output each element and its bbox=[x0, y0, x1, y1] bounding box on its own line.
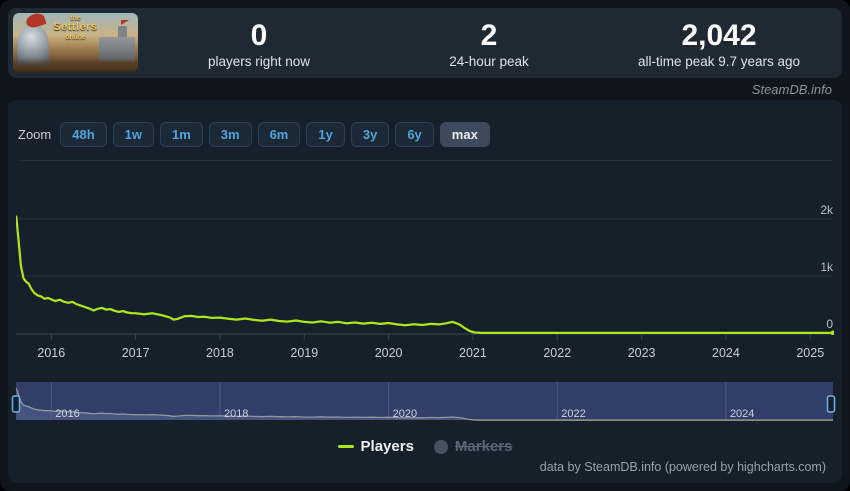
navigator-left-handle[interactable] bbox=[11, 395, 21, 413]
alltime-peak-value: 2,042 bbox=[681, 19, 757, 52]
range-navigator[interactable]: 2016 2018 2020 2022 2024 bbox=[11, 382, 836, 421]
navigator-label-2016: 2016 bbox=[55, 408, 79, 420]
players-line-series bbox=[16, 215, 834, 335]
y-label-2k: 2k bbox=[820, 203, 834, 217]
zoom-range-1w[interactable]: 1w bbox=[112, 121, 154, 147]
ground-art bbox=[13, 58, 138, 72]
zoom-range-3m[interactable]: 3m bbox=[208, 121, 252, 147]
stat-24h-peak: 2 24-hour peak bbox=[374, 8, 604, 78]
x-label-2019: 2019 bbox=[290, 346, 318, 360]
header-stats-card: the Settlers online 0 players right now … bbox=[8, 8, 842, 78]
chart-panel: Zoom 48h 1w 1m 3m 6m 1y 3y 6y max 2016 20… bbox=[8, 100, 842, 483]
x-label-2025: 2025 bbox=[796, 346, 824, 360]
main-gridlines bbox=[16, 218, 833, 277]
x-label-2023: 2023 bbox=[628, 346, 656, 360]
alltime-peak-label: all-time peak 9.7 years ago bbox=[637, 54, 801, 69]
capsule-title-line2: Settlers bbox=[53, 21, 98, 34]
markers-circle-swatch bbox=[433, 439, 448, 454]
legend-item-markers[interactable]: Markers bbox=[433, 438, 513, 455]
toolbar-divider bbox=[18, 160, 832, 161]
zoom-range-max[interactable]: max bbox=[439, 121, 490, 147]
legend-markers-label: Markers bbox=[454, 438, 513, 455]
capsule-title-line3: online bbox=[65, 33, 86, 41]
x-label-2024: 2024 bbox=[712, 346, 740, 360]
x-label-2021: 2021 bbox=[459, 346, 487, 360]
players-line-swatch bbox=[337, 445, 354, 448]
game-capsule-image[interactable]: the Settlers online bbox=[13, 13, 138, 72]
x-label-2016: 2016 bbox=[37, 346, 65, 360]
x-label-2022: 2022 bbox=[543, 346, 571, 360]
castle-flag-art bbox=[121, 20, 129, 25]
navigator-right-handle[interactable] bbox=[826, 395, 836, 413]
stats-row: 0 players right now 2 24-hour peak 2,042… bbox=[144, 8, 834, 78]
zoom-range-48h[interactable]: 48h bbox=[60, 121, 107, 147]
stat-alltime-peak: 2,042 all-time peak 9.7 years ago bbox=[604, 8, 834, 78]
zoom-range-3y[interactable]: 3y bbox=[350, 121, 390, 147]
players-line bbox=[16, 215, 834, 335]
current-players-label: players right now bbox=[207, 54, 311, 69]
current-players-value: 0 bbox=[250, 19, 268, 52]
stat-current-players: 0 players right now bbox=[144, 8, 374, 78]
zoom-label: Zoom bbox=[18, 126, 52, 142]
capsule-title-line1: the bbox=[70, 15, 81, 22]
navigator-label-2022: 2022 bbox=[561, 408, 585, 420]
x-axis-ticks: 2016 2017 2018 2019 2020 2021 2022 2023 2024 2025 bbox=[37, 334, 824, 360]
zoom-range-1y[interactable]: 1y bbox=[306, 121, 345, 147]
legend-players-label: Players bbox=[360, 438, 414, 455]
last-point-marker bbox=[830, 330, 834, 335]
navigator-label-2018: 2018 bbox=[224, 408, 248, 420]
navigator-selected-mask[interactable] bbox=[16, 382, 833, 420]
players-chart: 2016 2017 2018 2019 2020 2021 2022 2023 2024 2025… bbox=[11, 203, 836, 421]
zoom-range-6m[interactable]: 6m bbox=[257, 121, 301, 147]
zoom-range-toolbar: Zoom 48h 1w 1m 3m 6m 1y 3y 6y max bbox=[18, 120, 496, 148]
navigator-label-2020: 2020 bbox=[393, 408, 417, 420]
y-label-1k: 1k bbox=[820, 260, 834, 274]
x-label-2020: 2020 bbox=[375, 346, 403, 360]
steamdb-watermark: SteamDB.info bbox=[751, 82, 832, 97]
chart-legend: Players Markers bbox=[8, 438, 842, 455]
legend-item-players[interactable]: Players bbox=[337, 438, 414, 455]
highcharts-credit: data by SteamDB.info (powered by highcha… bbox=[539, 460, 826, 474]
y-axis-labels: 0 1k 2k bbox=[820, 203, 834, 331]
zoom-range-1m[interactable]: 1m bbox=[159, 121, 203, 147]
y-label-0: 0 bbox=[826, 317, 833, 331]
24h-peak-value: 2 bbox=[480, 19, 498, 52]
x-label-2017: 2017 bbox=[122, 346, 150, 360]
24h-peak-label: 24-hour peak bbox=[449, 54, 529, 69]
castle-art bbox=[99, 37, 135, 61]
navigator-label-2024: 2024 bbox=[730, 408, 754, 420]
capsule-title: the Settlers online bbox=[13, 15, 138, 41]
zoom-range-6y[interactable]: 6y bbox=[395, 121, 434, 147]
x-label-2018: 2018 bbox=[206, 346, 234, 360]
